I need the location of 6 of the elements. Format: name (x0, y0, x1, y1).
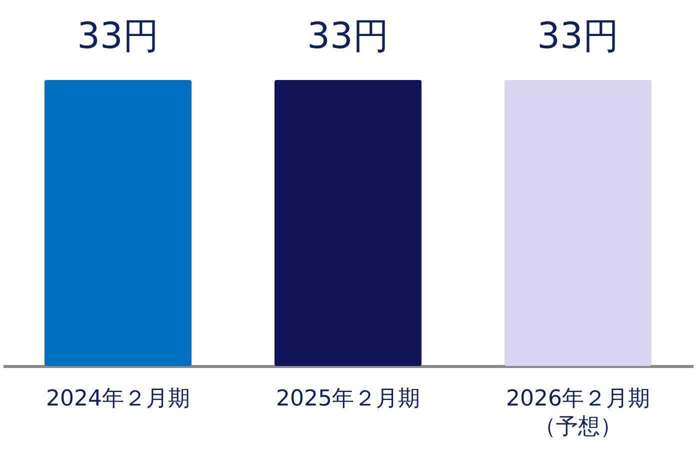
x-tick-label: 2026年２月期（予想） (506, 386, 650, 440)
data-label: 33円 (77, 16, 159, 57)
data-label: 33円 (307, 16, 389, 57)
x-tick-label: 2025年２月期 (276, 386, 420, 412)
x-tick-label: 2024年２月期 (46, 386, 190, 412)
data-label: 33円 (537, 16, 619, 57)
